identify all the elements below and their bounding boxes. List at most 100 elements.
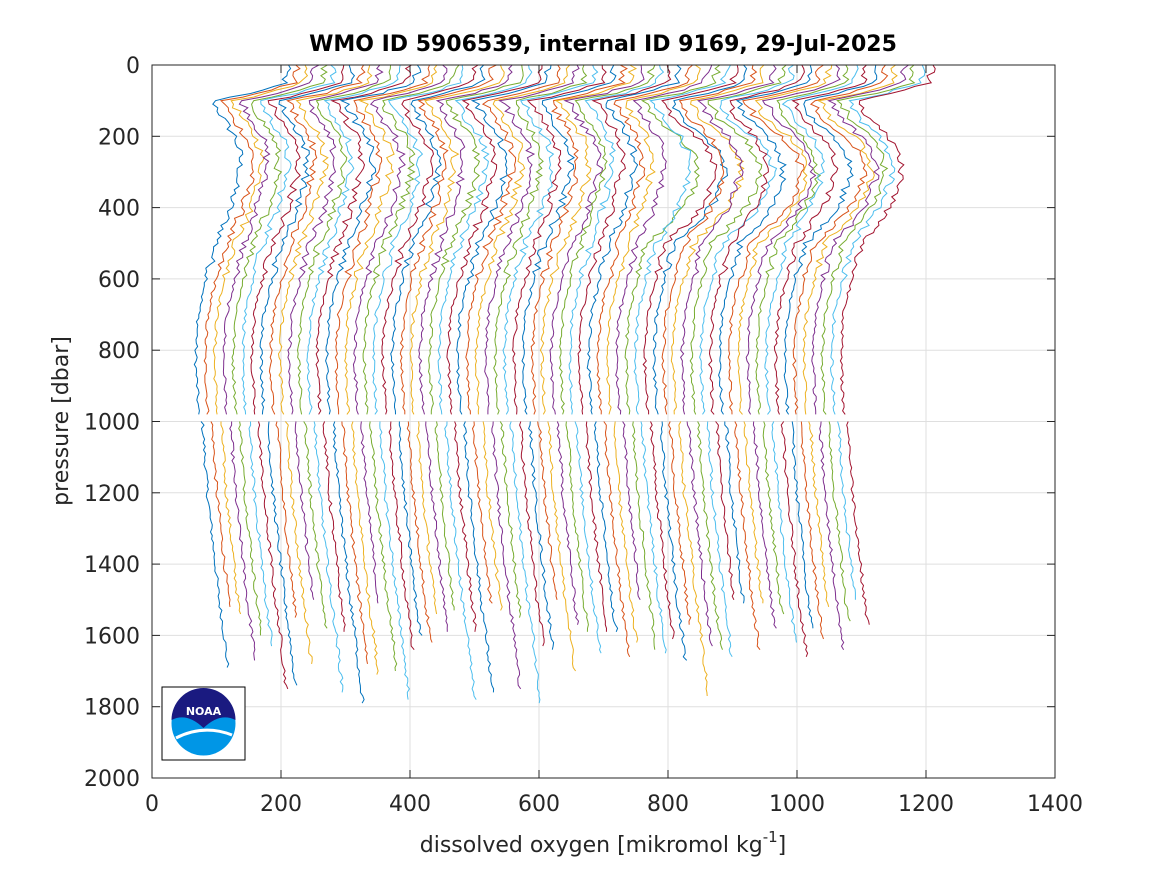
y-tick-label: 2000 (84, 767, 140, 792)
x-axis-label: dissolved oxygen [mikromol kg-1] (420, 828, 787, 858)
profile-line-44-upper (596, 64, 693, 415)
profile-line-10-lower (285, 421, 313, 664)
ticks: 0 200 400 600 800 1000 1200 1400 0 200 400 600 800 10… (84, 54, 1083, 817)
profile-line-43-lower (593, 421, 619, 632)
profile-line-22-lower (398, 421, 423, 636)
profile-line-27-lower (444, 421, 477, 700)
profile-line-16-lower (341, 421, 368, 664)
profile-line-28-upper (446, 64, 543, 415)
profile-line-23-lower (406, 421, 433, 643)
x-tick-label: 600 (518, 792, 560, 817)
profile-line-30-lower (471, 421, 493, 604)
profile-line-48-lower (640, 421, 667, 654)
profile-line-59-lower (743, 421, 764, 604)
profile-line-69-upper (829, 64, 926, 415)
profile-line-34-upper (502, 64, 599, 415)
profile-line-12-upper (296, 64, 391, 415)
profile-line-9-upper (268, 64, 366, 415)
profile-line-47-upper (624, 64, 721, 415)
grid (152, 65, 1055, 778)
profile-line-35-lower (519, 421, 545, 647)
profile-line-7-upper (250, 64, 345, 415)
profile-line-33-upper (493, 64, 588, 415)
profile-line-1-lower (200, 421, 230, 668)
profile-line-56-lower (715, 421, 735, 601)
profile-line-66-lower (808, 421, 830, 608)
profile-line-3-upper (212, 64, 309, 415)
profile-line-5-upper (231, 64, 328, 415)
x-tick-label: 0 (145, 792, 159, 817)
profile-line-48-upper (633, 64, 731, 415)
profile-line-29-lower (463, 421, 495, 693)
profile-line-69-lower (837, 421, 856, 600)
profile-line-60-upper (745, 64, 841, 415)
profile-line-18-upper (352, 64, 448, 415)
profile-line-59-upper (737, 64, 833, 415)
profile-line-24-lower (416, 421, 438, 615)
profile-line-6-upper (241, 64, 337, 415)
profile-line-19-lower (369, 421, 398, 672)
profile-line-13-lower (313, 421, 344, 693)
profile-line-38-lower (547, 421, 577, 672)
profile-line-53-upper (680, 64, 777, 415)
profile-line-7-lower (257, 421, 289, 690)
y-tick-label: 1800 (84, 696, 140, 721)
profile-line-5-lower (238, 421, 262, 636)
profile-line-19-upper (362, 64, 460, 415)
x-tick-label: 200 (260, 792, 302, 817)
profile-line-46-upper (615, 64, 713, 415)
profile-line-47-lower (632, 421, 656, 650)
profile-line-42-upper (577, 64, 672, 415)
profile-line-11-upper (287, 64, 384, 415)
profile-line-63-upper (773, 64, 868, 415)
profile-line-22-upper (390, 64, 486, 415)
profile-line-39-lower (556, 421, 580, 625)
profile-line-32-upper (484, 64, 580, 415)
noaa-logo: NOAA (161, 686, 246, 761)
profile-line-58-upper (727, 64, 824, 415)
profile-line-55-lower (706, 421, 733, 658)
profile-line-10-upper (277, 64, 373, 415)
profile-line-39-upper (549, 64, 645, 415)
profile-line-2-lower (210, 421, 231, 607)
profile-line-26-lower (434, 421, 455, 611)
y-tick-label: 1200 (84, 482, 140, 507)
profile-line-40-upper (558, 64, 656, 415)
profile-line-54-upper (689, 64, 787, 415)
profile-line-28-lower (453, 421, 477, 632)
y-tick-label: 1400 (84, 553, 140, 578)
profile-line-62-lower (771, 421, 797, 643)
profile-line-45-lower (613, 421, 639, 643)
profile-line-51-upper (661, 64, 758, 415)
profile-line-21-lower (388, 421, 415, 651)
profile-line-50-upper (652, 64, 748, 415)
profile-line-44-lower (603, 421, 631, 658)
profile-line-6-lower (248, 421, 273, 647)
x-axis-label-main: dissolved oxygen [mikromol kg (420, 833, 763, 858)
chart-title: WMO ID 5906539, internal ID 9169, 29-Jul… (309, 32, 897, 57)
y-tick-label: 1000 (84, 411, 140, 436)
profile-line-4-upper (222, 64, 320, 415)
profile-line-24-upper (409, 64, 505, 415)
profile-line-56-upper (708, 64, 805, 415)
profile-line-51-lower (668, 421, 692, 625)
profile-line-11-lower (294, 421, 315, 600)
y-tick-label: 400 (98, 197, 140, 222)
profile-line-41-lower (574, 421, 602, 654)
profile-line-23-upper (399, 64, 497, 415)
x-tick-label: 1000 (769, 792, 825, 817)
profile-line-67-lower (818, 421, 845, 650)
profile-line-42-lower (585, 421, 608, 632)
profile-line-68-lower (828, 421, 851, 622)
profile-line-38-upper (539, 64, 638, 415)
profile-line-4-lower (229, 421, 256, 661)
y-tick-label: 1600 (84, 624, 140, 649)
x-tick-label: 1200 (898, 792, 954, 817)
profile-line-62-upper (764, 64, 859, 415)
profile-line-9-lower (275, 421, 298, 618)
profile-line-35-upper (512, 64, 607, 415)
x-tick-label: 800 (647, 792, 689, 817)
y-tick-label: 600 (98, 268, 140, 293)
profile-line-26-upper (427, 64, 524, 415)
profile-line-25-lower (425, 421, 448, 632)
